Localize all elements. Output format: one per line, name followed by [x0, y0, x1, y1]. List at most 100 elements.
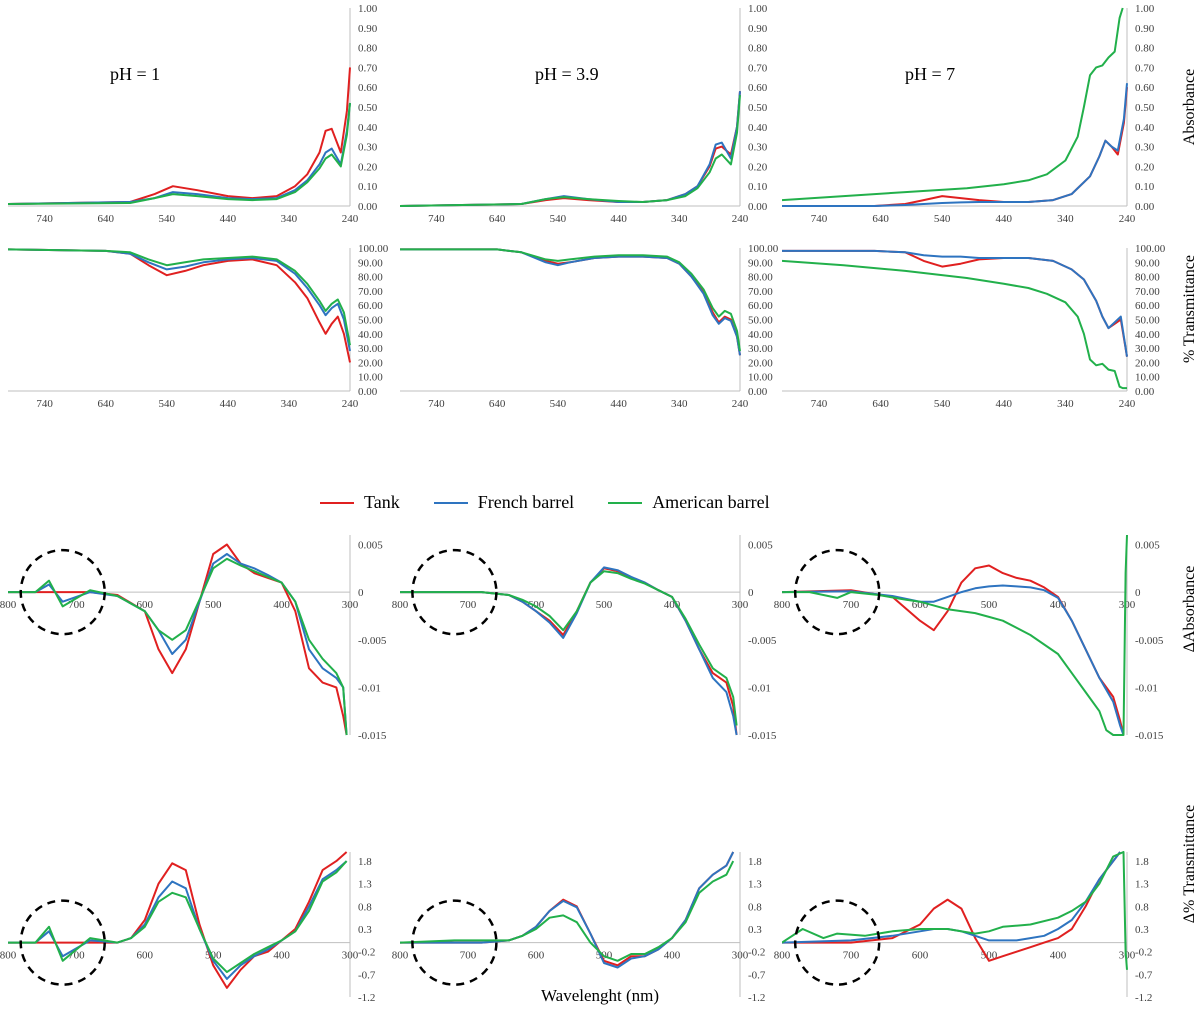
y-tick-label: 0.00 — [748, 386, 768, 398]
y-tick-label: 90.00 — [1135, 257, 1160, 269]
y-tick-label: 50.00 — [1135, 315, 1160, 327]
x-tick-label: 240 — [1119, 213, 1136, 225]
x-tick-label: 400 — [1050, 950, 1067, 962]
y-tick-label: 0 — [1135, 587, 1141, 599]
series-line-tank — [782, 249, 1128, 357]
x-tick-label: 240 — [342, 398, 359, 410]
chart-panel-absorbance-1: 0.00 0.10 0.20 0.30 0.40 0.50 0.60 0.70 0.80 0.90… — [400, 3, 768, 225]
x-tick-label: 240 — [342, 213, 359, 225]
series-line-american-barrel — [400, 248, 741, 352]
x-tick-label: 340 — [671, 213, 688, 225]
x-tick-label: 440 — [996, 398, 1013, 410]
y-tick-label: 0 — [748, 587, 754, 599]
x-tick-label: 240 — [732, 398, 749, 410]
y-tick-label: 30.00 — [1135, 343, 1160, 355]
legend-swatch-french-barrel — [433, 501, 468, 504]
y-tick-label: -0.005 — [1135, 635, 1164, 647]
x-tick-label: 740 — [36, 213, 53, 225]
y-tick-label: -1.2 — [1135, 992, 1152, 1004]
x-tick-label: 440 — [610, 213, 627, 225]
y-tick-label: 0.20 — [358, 161, 378, 173]
y-tick-label: 0.00 — [358, 386, 378, 398]
legend-item-tank: Tank — [320, 492, 400, 513]
y-tick-label: -0.7 — [1135, 969, 1153, 981]
chart-panel-transmittance-5: 0.00 10.00 20.00 30.00 40.00 50.00 60.00 70.00 8… — [782, 243, 1166, 410]
chart-panel-transmittance-4: 0.00 10.00 20.00 30.00 40.00 50.00 60.00 70.00 8… — [400, 243, 779, 410]
legend-item-french-barrel: French barrel — [433, 492, 575, 513]
y-tick-label: 0.80 — [748, 43, 768, 55]
y-tick-label: 1.00 — [1135, 3, 1155, 15]
legend-label-tank: Tank — [364, 492, 400, 512]
series-line-french-barrel — [8, 860, 348, 980]
x-tick-label: 300 — [342, 950, 359, 962]
x-tick-label: 600 — [912, 950, 929, 962]
y-tick-label: 70.00 — [358, 286, 383, 298]
y-tick-label: -0.01 — [748, 682, 771, 694]
series-line-american-barrel — [782, 7, 1124, 202]
y-tick-label: 70.00 — [1135, 286, 1160, 298]
y-tick-label: -0.2 — [358, 947, 375, 959]
row-title-delta-transmittance: Δ% Transmittance — [1181, 804, 1198, 924]
x-tick-label: 300 — [1119, 599, 1136, 611]
x-tick-label: 800 — [392, 599, 409, 611]
y-tick-label: -0.01 — [358, 682, 381, 694]
y-tick-label: 0.10 — [1135, 181, 1155, 193]
x-tick-label: 300 — [1119, 950, 1136, 962]
legend-label-french-barrel: French barrel — [477, 492, 575, 512]
y-tick-label: 1.00 — [358, 3, 378, 15]
y-tick-label: 60.00 — [1135, 300, 1160, 312]
x-tick-label: 740 — [811, 213, 828, 225]
y-tick-label: 0.40 — [1135, 122, 1155, 134]
y-tick-label: 0.20 — [748, 161, 768, 173]
series-line-french-barrel — [782, 83, 1128, 207]
series-line-american-barrel — [400, 570, 738, 726]
y-tick-label: 90.00 — [358, 257, 383, 269]
y-tick-label: -0.2 — [748, 947, 765, 959]
y-tick-label: 0.50 — [748, 102, 768, 114]
series-line-tank — [782, 851, 1121, 962]
x-tick-label: 400 — [664, 950, 681, 962]
y-tick-label: 0.50 — [1135, 102, 1155, 114]
chart-panel-delta_absorbance-6: 0.005 0 -0.005 -0.01 -0.015 800 700 600 500 400 30… — [0, 535, 387, 742]
x-tick-label: 500 — [981, 599, 998, 611]
x-tick-label: 600 — [137, 950, 154, 962]
y-tick-label: 1.8 — [748, 856, 762, 868]
series-line-tank — [400, 851, 735, 967]
x-tick-label: 640 — [489, 398, 506, 410]
x-tick-label: 700 — [460, 950, 477, 962]
highlight-circle — [19, 548, 106, 636]
y-tick-label: 0 — [358, 587, 364, 599]
x-axis-title: Wavelenght (nm) — [540, 986, 660, 1005]
y-tick-label: 0.30 — [748, 142, 768, 154]
y-tick-label: 100.00 — [358, 243, 389, 255]
x-tick-label: 540 — [934, 213, 951, 225]
chart-panel-absorbance-0: 0.00 0.10 0.20 0.30 0.40 0.50 0.60 0.70 0.80 0.90… — [8, 3, 378, 225]
y-tick-label: 0.3 — [358, 924, 372, 936]
y-tick-label: -0.7 — [358, 969, 376, 981]
series-line-tank — [8, 248, 351, 363]
y-tick-label: 0.10 — [748, 181, 768, 193]
row-title-transmittance: % Transmittance — [1181, 255, 1198, 363]
x-tick-label: 340 — [1057, 398, 1074, 410]
x-tick-label: 300 — [732, 950, 749, 962]
y-tick-label: 0.3 — [748, 924, 762, 936]
y-tick-label: -0.015 — [358, 730, 387, 742]
highlight-circle — [793, 548, 881, 636]
y-tick-label: 0.00 — [1135, 201, 1155, 213]
y-tick-label: 100.00 — [748, 243, 779, 255]
highlight-circle — [793, 899, 881, 986]
x-tick-label: 500 — [205, 599, 222, 611]
x-tick-label: 540 — [550, 213, 567, 225]
series-line-french-barrel — [8, 553, 348, 736]
ph-label-3-9: pH = 3.9 — [535, 64, 599, 84]
ph-label-1: pH = 1 — [110, 64, 161, 84]
y-tick-label: 50.00 — [748, 315, 773, 327]
y-tick-label: 0.80 — [358, 43, 378, 55]
x-tick-label: 300 — [732, 599, 749, 611]
y-tick-label: 80.00 — [358, 272, 383, 284]
x-tick-label: 800 — [392, 950, 409, 962]
x-tick-label: 340 — [1057, 213, 1074, 225]
x-tick-label: 400 — [273, 599, 290, 611]
